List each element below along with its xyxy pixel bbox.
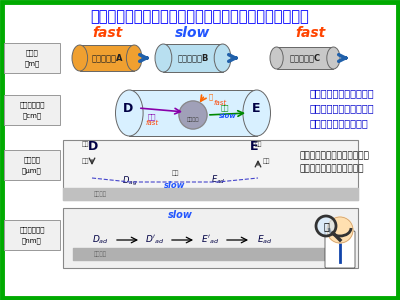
Text: （nm）: （nm） — [22, 238, 42, 244]
Text: slow: slow — [164, 181, 186, 190]
FancyBboxPatch shape — [4, 220, 60, 250]
Text: D: D — [88, 140, 98, 153]
Text: 拡散: 拡散 — [254, 141, 262, 147]
Circle shape — [179, 101, 207, 129]
FancyBboxPatch shape — [4, 43, 60, 73]
Text: $E_{ad}$: $E_{ad}$ — [211, 174, 225, 187]
Text: $D_{ad}$: $D_{ad}$ — [92, 234, 108, 246]
FancyBboxPatch shape — [63, 140, 358, 200]
Text: slow: slow — [219, 113, 237, 119]
Bar — [129, 90, 257, 136]
Ellipse shape — [126, 45, 142, 71]
Ellipse shape — [72, 45, 88, 71]
Ellipse shape — [214, 44, 231, 72]
FancyBboxPatch shape — [325, 231, 355, 268]
Circle shape — [316, 217, 336, 236]
Bar — [80, 45, 134, 71]
Text: 拡散: 拡散 — [81, 141, 89, 147]
Text: D: D — [123, 101, 133, 115]
Text: slow: slow — [168, 210, 192, 220]
Text: 触媒粒子表面: 触媒粒子表面 — [19, 227, 45, 233]
FancyBboxPatch shape — [4, 150, 60, 180]
Text: （cm）: （cm） — [22, 113, 42, 119]
Text: E: E — [250, 140, 258, 153]
Text: トップダウン型反応速度論解析：ボトルネックが可視化: トップダウン型反応速度論解析：ボトルネックが可視化 — [91, 10, 309, 25]
Text: E: E — [252, 101, 260, 115]
Ellipse shape — [155, 44, 172, 72]
Text: 反応: 反応 — [221, 105, 229, 111]
Text: メートルからナノメート
ルスケールまで同じ様に
記述できる唯一の手法: メートルからナノメート ルスケールまで同じ様に 記述できる唯一の手法 — [310, 88, 375, 128]
FancyBboxPatch shape — [2, 2, 398, 298]
Ellipse shape — [327, 47, 340, 69]
Text: 固体触媒: 固体触媒 — [94, 191, 106, 197]
Text: fast: fast — [295, 26, 325, 40]
Text: $D'_{ad}$: $D'_{ad}$ — [145, 234, 165, 246]
Text: $E'_{ad}$: $E'_{ad}$ — [201, 234, 219, 246]
Text: ラボスケール: ラボスケール — [19, 102, 45, 108]
Text: 移動: 移動 — [148, 114, 156, 120]
Text: 熱: 熱 — [209, 94, 213, 100]
Text: 脱着: 脱着 — [262, 158, 270, 164]
Text: 実産業レベルから分子レベル
まで一気に見通せる顕微鏡: 実産業レベルから分子レベル まで一気に見通せる顕微鏡 — [300, 151, 370, 173]
Text: fast: fast — [214, 100, 226, 106]
Circle shape — [327, 217, 353, 243]
FancyBboxPatch shape — [63, 208, 358, 268]
Text: $D_{ag}$: $D_{ag}$ — [122, 174, 138, 188]
Text: 触媒粒子: 触媒粒子 — [24, 157, 40, 163]
Bar — [277, 47, 334, 69]
FancyBboxPatch shape — [4, 95, 60, 125]
Text: 触媒粒子: 触媒粒子 — [187, 118, 199, 122]
Text: fast: fast — [146, 120, 158, 126]
Text: 👁: 👁 — [323, 221, 329, 231]
Text: （m）: （m） — [24, 61, 40, 67]
Text: fast: fast — [92, 26, 122, 40]
Text: 吸着: 吸着 — [81, 158, 89, 164]
Text: （μm）: （μm） — [22, 168, 42, 174]
Text: slow: slow — [175, 26, 211, 40]
Text: 単位操作　A: 単位操作 A — [91, 53, 123, 62]
Text: 反応: 反応 — [171, 170, 179, 176]
Ellipse shape — [116, 90, 143, 136]
Text: 単位操作　B: 単位操作 B — [177, 53, 209, 62]
Ellipse shape — [270, 47, 283, 69]
Text: 単位操作　C: 単位操作 C — [290, 53, 320, 62]
Bar — [164, 44, 223, 72]
Text: $E_{ad}$: $E_{ad}$ — [257, 234, 273, 246]
Ellipse shape — [243, 90, 270, 136]
Text: 固体触媒: 固体触媒 — [94, 251, 106, 257]
Text: 実産業: 実産業 — [26, 50, 38, 56]
